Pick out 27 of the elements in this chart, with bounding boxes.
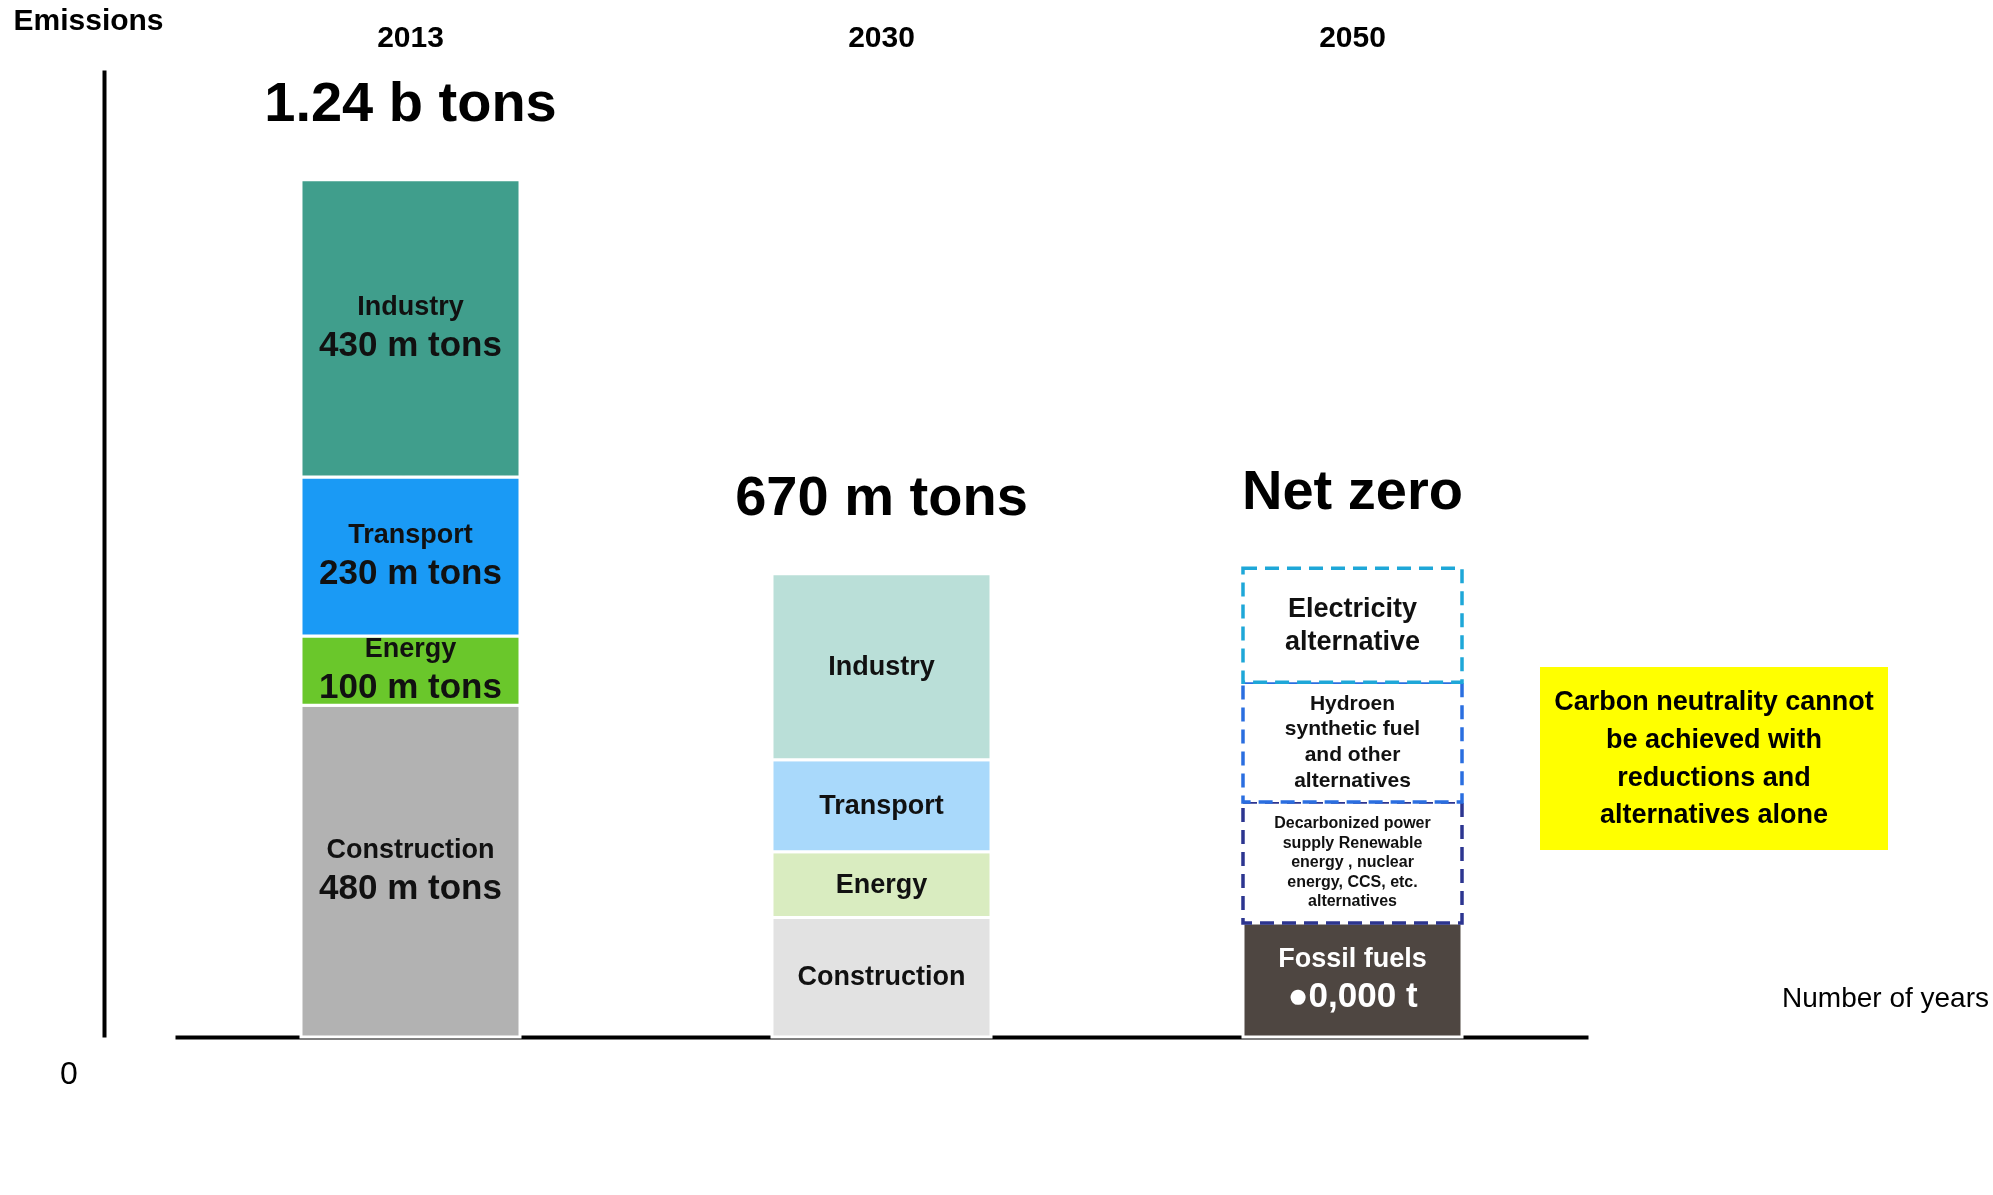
series-label: Industry (357, 291, 464, 322)
text: Energy (835, 868, 928, 899)
data-label: 480 m tons (319, 866, 502, 906)
series-label: Construction (326, 833, 495, 864)
y-axis-title: Emissions (13, 2, 164, 36)
series-label: Electricity alternative (1284, 592, 1421, 656)
text: Transport (348, 519, 473, 550)
text: Number of years (1782, 982, 1989, 1014)
series-label: Energy (364, 633, 457, 664)
total-label: Net zero (1242, 458, 1463, 522)
annotation: Carbon neutrality cannot be achieved with reductions and alternatives alone (1540, 667, 1888, 850)
x-tick-label: 2030 (848, 20, 915, 53)
series-label: Decarbonized power supply Renewable energy , nuclear energy, CCS, etc. alternatives (1274, 814, 1431, 910)
x-tick-label: 2013 (377, 20, 444, 53)
series-label: Hydroen synthetic fuel and other alternatives (1284, 690, 1421, 791)
text: 0 (60, 1055, 78, 1092)
total-label: 670 m tons (735, 463, 1028, 527)
data-label: 430 m tons (319, 323, 502, 363)
text: Construction (797, 961, 966, 992)
series-label: Fossil fuels (1278, 942, 1427, 973)
data-label: 230 m tons (319, 551, 502, 591)
total-label: 1.24 b tons (264, 69, 557, 133)
x-tick-label: 2050 (1319, 20, 1386, 53)
data-label: 100 m tons (319, 666, 502, 706)
series-label: Transport (819, 789, 944, 820)
text: Industry (828, 650, 935, 681)
data-label: ●0,000 t (1287, 975, 1418, 1015)
